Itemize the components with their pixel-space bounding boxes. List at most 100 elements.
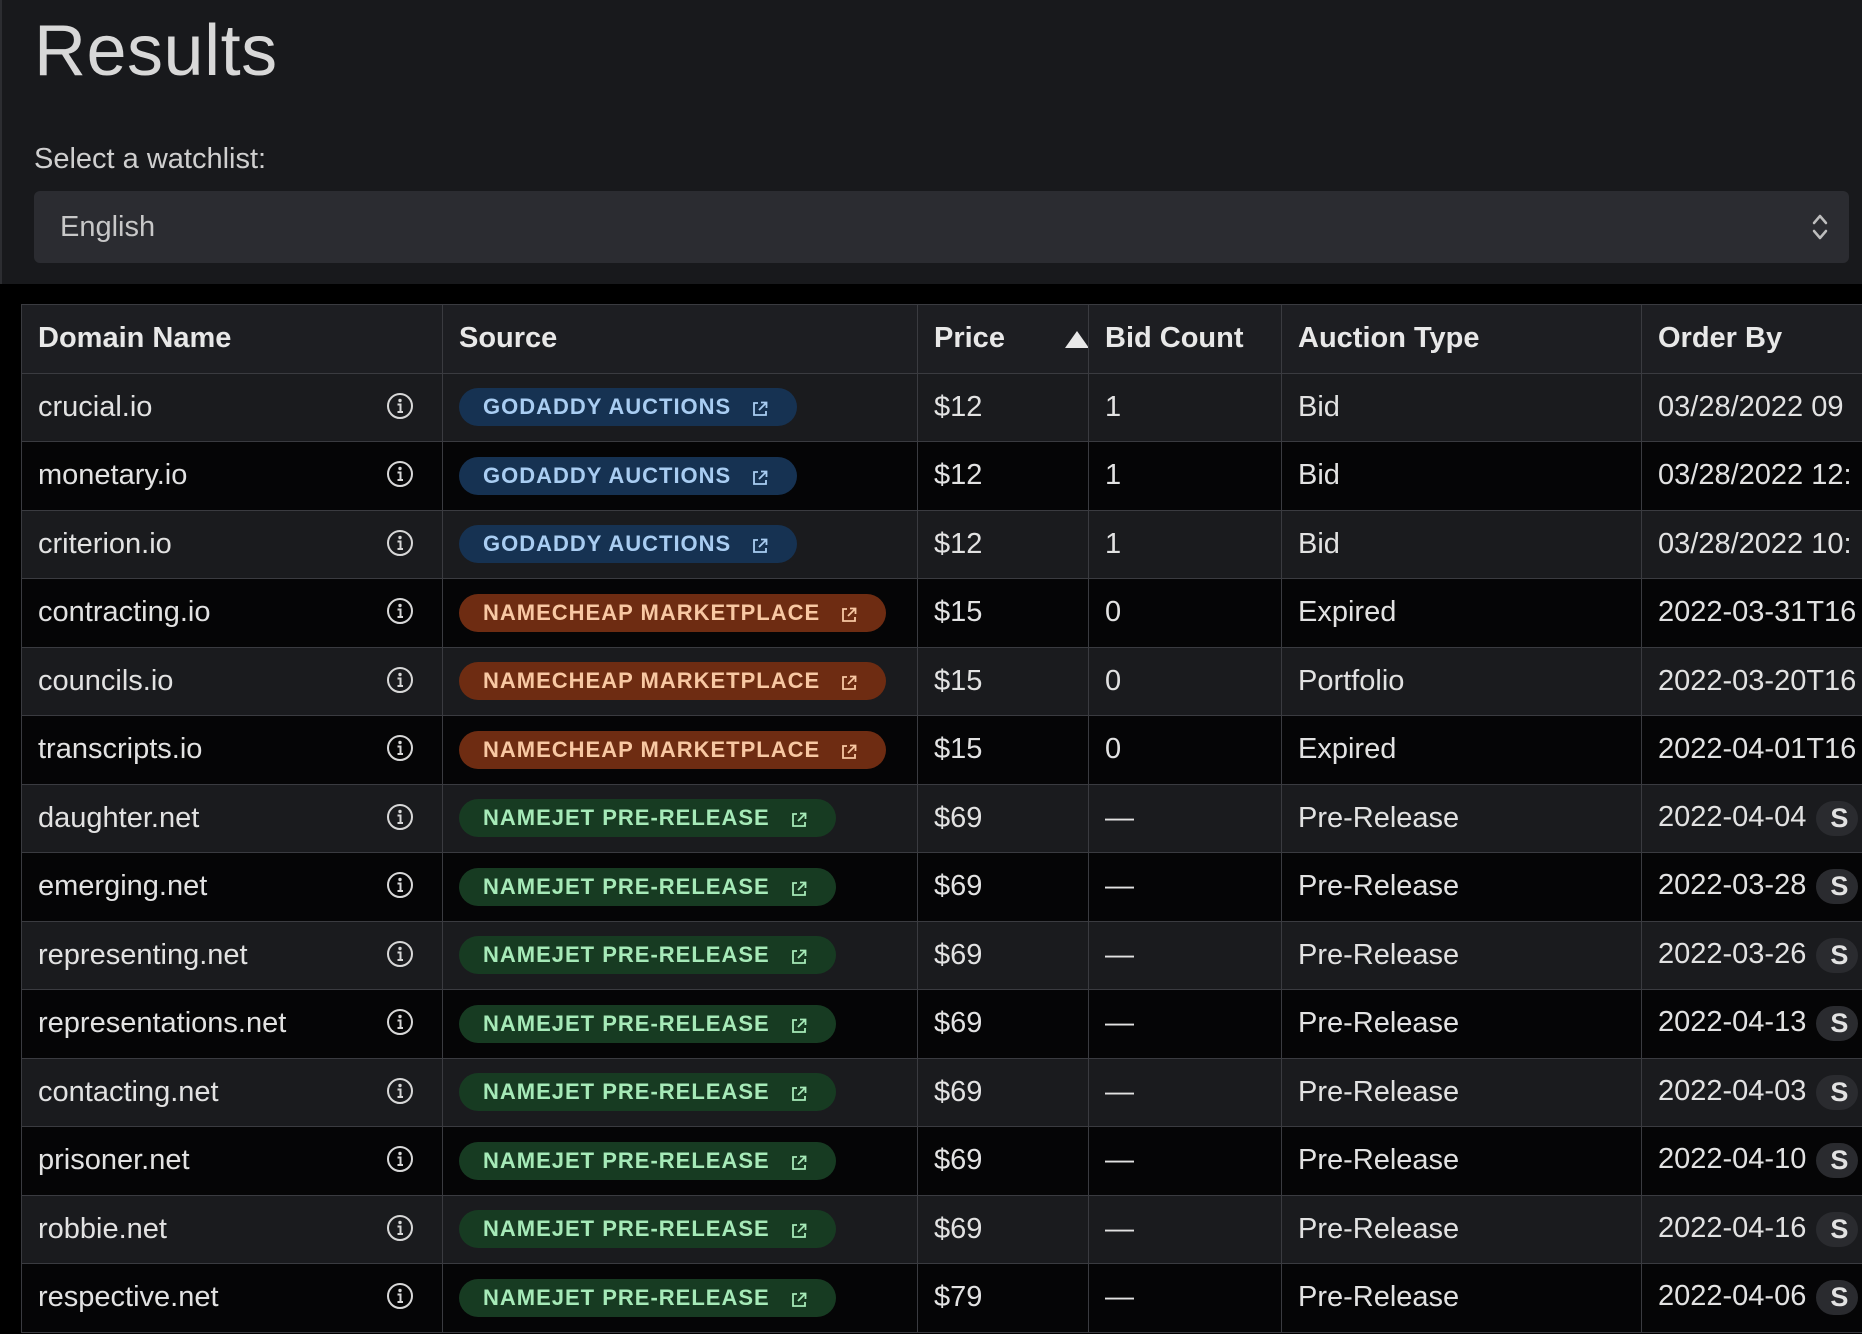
info-circle-icon[interactable] [386,1077,414,1105]
column-header-price[interactable]: Price [917,304,1089,374]
cell-bid-count: 1 [1088,372,1282,442]
info-circle-icon[interactable] [386,597,414,625]
cell-order-by: 2022-04-06 S [1641,1263,1862,1333]
order-by-chip[interactable]: S [1816,1280,1859,1316]
cell-price: $69 [917,783,1089,853]
column-header-order-by[interactable]: Order By [1641,304,1862,374]
source-badge-link[interactable]: NAMEJET PRE-RELEASE [459,1278,836,1317]
table-row[interactable]: robbie.net NAMEJET PRE-RELEASE $69 — Pre-Rel… [21,1194,1862,1264]
bid-count-value: 0 [1105,733,1122,766]
table-row[interactable]: criterion.io GODADDY AUCTIONS $12 1 Bid 03/28… [21,509,1862,579]
table-row[interactable]: representing.net NAMEJET PRE-RELEASE $69 — P… [21,920,1862,990]
column-header-auction-type[interactable]: Auction Type [1281,304,1642,374]
domain-name[interactable]: criterion.io [38,527,172,560]
table-row[interactable]: respective.net NAMEJET PRE-RELEASE $79 — Pre… [21,1263,1862,1333]
info-circle-icon[interactable] [386,1008,414,1036]
source-badge-label: NAMECHEAP MARKETPLACE [483,599,821,625]
info-circle-icon[interactable] [386,803,414,831]
source-badge-link[interactable]: NAMEJET PRE-RELEASE [459,936,836,975]
column-header-domain[interactable]: Domain Name [21,304,443,374]
domain-name[interactable]: respective.net [38,1281,219,1314]
info-circle-icon[interactable] [386,940,414,968]
domain-name[interactable]: representations.net [38,1007,287,1040]
table-row[interactable]: daughter.net NAMEJET PRE-RELEASE $69 — Pre-R… [21,783,1862,853]
order-by-chip[interactable]: S [1816,1074,1859,1110]
domain-name[interactable]: councils.io [38,664,174,697]
source-badge-link[interactable]: GODADDY AUCTIONS [459,456,798,495]
watchlist-select[interactable]: English [34,191,1849,263]
source-badge-link[interactable]: NAMEJET PRE-RELEASE [459,1073,836,1112]
order-by-chip[interactable]: S [1816,1143,1859,1179]
source-badge-label: GODADDY AUCTIONS [483,394,732,420]
table-row[interactable]: councils.io NAMECHEAP MARKETPLACE $15 0 Port… [21,646,1862,716]
table-row[interactable]: representations.net NAMEJET PRE-RELEASE $6… [21,989,1862,1059]
source-badge-link[interactable]: NAMEJET PRE-RELEASE [459,799,836,838]
price-value: $69 [934,870,983,903]
header-panel: Results Select a watchlist: English [0,0,1862,284]
table-row[interactable]: prisoner.net NAMEJET PRE-RELEASE $69 — Pre-R… [21,1126,1862,1196]
bid-count-value: 1 [1105,527,1122,560]
domain-name[interactable]: robbie.net [38,1212,167,1245]
domain-name[interactable]: daughter.net [38,801,200,834]
source-badge-link[interactable]: NAMECHEAP MARKETPLACE [459,662,887,701]
source-badge-link[interactable]: NAMEJET PRE-RELEASE [459,1210,836,1249]
domain-name[interactable]: emerging.net [38,870,208,903]
domain-name[interactable]: transcripts.io [38,733,203,766]
column-header-bid-count[interactable]: Bid Count [1088,304,1282,374]
domain-name[interactable]: prisoner.net [38,1144,190,1177]
domain-name[interactable]: crucial.io [38,390,153,423]
domain-name[interactable]: contacting.net [38,1075,219,1108]
source-badge-link[interactable]: NAMECHEAP MARKETPLACE [459,730,887,769]
source-badge-link[interactable]: NAMEJET PRE-RELEASE [459,1141,836,1180]
order-by-value: 2022-03-20T16 [1658,664,1857,697]
table-row[interactable]: contracting.io NAMECHEAP MARKETPLACE $15 0 E… [21,578,1862,648]
table-row[interactable]: transcripts.io NAMECHEAP MARKETPLACE $15 0 E… [21,715,1862,785]
cell-domain: respective.net [21,1263,443,1333]
order-by-chip[interactable]: S [1816,937,1859,973]
info-circle-icon[interactable] [386,1145,414,1173]
info-circle-icon[interactable] [386,1282,414,1310]
cell-order-by: 2022-03-20T16 [1641,646,1862,716]
cell-bid-count: — [1088,852,1282,922]
cell-source: NAMECHEAP MARKETPLACE [442,578,918,648]
table-row[interactable]: contacting.net NAMEJET PRE-RELEASE $69 — Pre… [21,1057,1862,1127]
order-by-chip[interactable]: S [1816,1006,1859,1042]
cell-source: NAMECHEAP MARKETPLACE [442,715,918,785]
cell-order-by: 2022-04-13 S [1641,989,1862,1059]
domain-name[interactable]: representing.net [38,938,248,971]
info-circle-icon[interactable] [386,460,414,488]
info-circle-icon[interactable] [386,666,414,694]
order-by-chip[interactable]: S [1816,800,1859,836]
source-badge-link[interactable]: GODADDY AUCTIONS [459,525,798,564]
cell-bid-count: — [1088,783,1282,853]
order-by-chip[interactable]: S [1816,869,1859,905]
domain-name[interactable]: contracting.io [38,596,211,629]
table-row[interactable]: monetary.io GODADDY AUCTIONS $12 1 Bid 03/28/… [21,441,1862,511]
info-circle-icon[interactable] [386,734,414,762]
domain-name[interactable]: monetary.io [38,459,188,492]
info-circle-icon[interactable] [386,1214,414,1242]
cell-price: $15 [917,715,1089,785]
column-header-source[interactable]: Source [442,304,918,374]
cell-source: GODADDY AUCTIONS [442,441,918,511]
source-badge-link[interactable]: NAMECHEAP MARKETPLACE [459,593,887,632]
cell-domain: monetary.io [21,441,443,511]
source-badge-link[interactable]: GODADDY AUCTIONS [459,388,798,427]
table-row[interactable]: emerging.net NAMEJET PRE-RELEASE $69 — Pre-R… [21,852,1862,922]
order-by-chip[interactable]: S [1816,1211,1859,1247]
bid-count-value: 0 [1105,664,1122,697]
table-row[interactable]: crucial.io GODADDY AUCTIONS $12 1 Bid 03/28/2… [21,372,1862,442]
info-circle-icon[interactable] [386,871,414,899]
column-header-label: Price [934,322,1005,355]
source-badge-link[interactable]: NAMEJET PRE-RELEASE [459,1004,836,1043]
order-by-value: 03/28/2022 10: [1658,527,1852,560]
sort-ascending-icon[interactable] [1064,331,1088,349]
source-badge-link[interactable]: NAMEJET PRE-RELEASE [459,867,836,906]
bid-count-value: — [1105,1075,1134,1108]
cell-price: $69 [917,1057,1089,1127]
cell-price: $69 [917,920,1089,990]
external-link-icon [790,946,808,965]
cell-order-by: 2022-03-28 S [1641,852,1862,922]
info-circle-icon[interactable] [386,392,414,420]
info-circle-icon[interactable] [386,529,414,557]
